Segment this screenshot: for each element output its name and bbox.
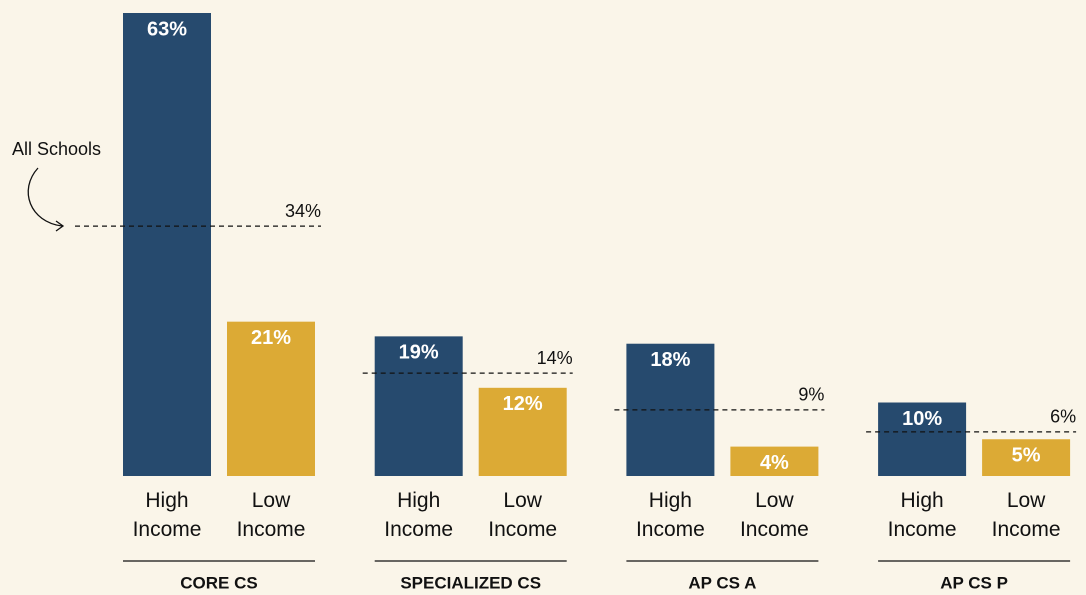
bar — [878, 402, 967, 476]
series-label: High Income — [635, 489, 705, 541]
series-label: Low Income — [991, 489, 1061, 541]
reference-label: 34% — [285, 201, 321, 221]
value-label: 19% — [399, 342, 439, 364]
group-label: SPECIALIZED CS — [400, 573, 541, 592]
annotation-arrow — [27, 167, 63, 227]
value-label: 18% — [650, 349, 690, 371]
arrow-head — [55, 220, 65, 232]
group-label: CORE CS — [180, 573, 257, 592]
reference-label: 14% — [537, 348, 573, 368]
value-label: 12% — [503, 393, 543, 415]
value-label: 5% — [1012, 445, 1041, 467]
value-label: 10% — [902, 408, 942, 430]
series-label: High Income — [887, 489, 957, 541]
series-label: Low Income — [236, 489, 306, 541]
group-label: AP CS A — [688, 573, 756, 592]
bar — [478, 387, 567, 476]
reference-label: 6% — [1050, 407, 1076, 427]
series-label: High Income — [384, 489, 454, 541]
value-label: 21% — [251, 327, 291, 349]
bar — [730, 446, 819, 476]
bar — [123, 13, 211, 476]
value-label: 63% — [147, 18, 187, 40]
group-label: AP CS P — [940, 573, 1008, 592]
bar — [374, 336, 463, 476]
bar — [982, 439, 1071, 476]
series-label: High Income — [132, 489, 202, 541]
bar — [227, 321, 315, 476]
value-label: 4% — [760, 452, 789, 474]
series-label: Low Income — [739, 489, 809, 541]
series-label: Low Income — [488, 489, 558, 541]
reference-label: 9% — [798, 385, 824, 405]
annotation: All Schools — [12, 139, 101, 159]
